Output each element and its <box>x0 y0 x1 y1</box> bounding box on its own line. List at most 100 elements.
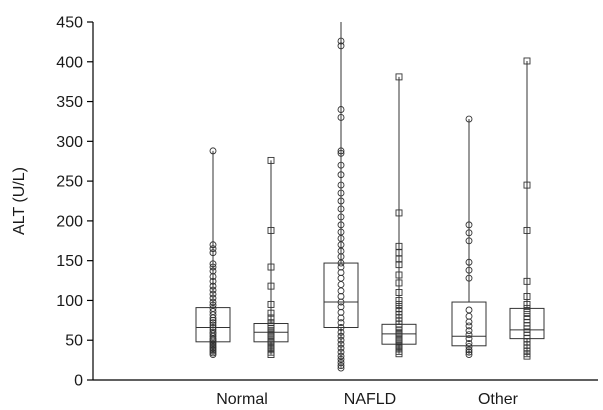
box-group <box>253 156 289 358</box>
data-point-circle <box>337 355 345 363</box>
data-point-square <box>395 73 403 81</box>
data-point-circle <box>209 286 217 294</box>
data-point-circle <box>465 351 473 358</box>
data-point-square <box>523 300 531 308</box>
data-point-circle <box>337 340 345 348</box>
data-point-square <box>267 156 275 164</box>
data-point-circle <box>209 260 217 268</box>
box-group <box>195 147 231 358</box>
data-point-circle <box>465 266 473 274</box>
data-point-circle <box>337 149 345 157</box>
data-point-circle <box>337 328 345 336</box>
y-ticks: 0 50 100 150 200 250 300 350 400 450 <box>56 15 93 390</box>
data-point-square <box>395 296 403 304</box>
data-point-circle <box>337 263 345 271</box>
y-tick-label: 400 <box>56 54 83 71</box>
data-point-circle <box>337 106 345 113</box>
data-point-circle <box>337 213 345 221</box>
data-point-circle <box>337 37 345 45</box>
data-point-square <box>523 312 531 320</box>
data-point-square <box>523 57 531 65</box>
data-point-circle <box>465 258 473 266</box>
data-point-circle <box>337 171 345 179</box>
box-iqr <box>323 262 359 328</box>
data-point-circle <box>465 306 473 314</box>
x-category-labels: Normal NAFLD Other <box>216 391 518 408</box>
data-point-circle <box>209 267 217 275</box>
box-group <box>323 22 359 372</box>
data-point-circle <box>337 228 345 236</box>
data-point-circle <box>209 319 217 327</box>
data-point-circle <box>337 42 345 50</box>
data-point-circle <box>209 147 217 155</box>
plot-area <box>195 22 545 372</box>
data-point-circle <box>337 114 345 121</box>
data-point-circle <box>209 321 217 329</box>
data-point-circle <box>337 324 345 331</box>
data-point-circle <box>337 344 345 352</box>
data-point-circle <box>337 197 345 205</box>
data-point-square <box>395 304 403 312</box>
y-tick-label: 50 <box>65 333 83 350</box>
data-point-circle <box>465 335 473 343</box>
data-point-circle <box>209 263 217 271</box>
data-point-circle <box>209 282 217 290</box>
data-point-circle <box>337 161 345 169</box>
data-point-square <box>523 277 531 285</box>
data-point-square <box>523 308 531 316</box>
data-point-square <box>267 226 275 234</box>
data-point-circle <box>337 181 345 189</box>
data-point-circle <box>465 229 473 237</box>
data-point-square <box>395 242 403 250</box>
data-point-circle <box>209 249 217 257</box>
data-point-square <box>267 300 275 308</box>
y-tick-label: 200 <box>56 213 83 230</box>
data-point-circle <box>209 245 217 253</box>
data-point-circle <box>465 327 473 335</box>
axes <box>92 22 598 381</box>
y-axis-title: ALT (U/L) <box>11 167 28 235</box>
data-point-circle <box>465 322 473 330</box>
data-point-circle <box>209 241 217 249</box>
data-point-circle <box>209 298 217 306</box>
data-point-circle <box>465 237 473 245</box>
box-group <box>509 57 545 360</box>
data-point-circle <box>337 352 345 360</box>
x-category-label: Normal <box>216 391 268 408</box>
data-point-square <box>267 282 275 290</box>
data-point-square <box>395 209 403 217</box>
data-point-circle <box>465 339 473 347</box>
data-point-square <box>395 271 403 279</box>
data-point-circle <box>209 294 217 302</box>
data-point-square <box>523 304 531 312</box>
box-iqr <box>451 301 487 347</box>
data-point-circle <box>209 326 217 334</box>
x-category-label: Other <box>478 391 519 408</box>
data-point-circle <box>209 277 217 285</box>
data-point-circle <box>337 147 345 155</box>
data-point-square <box>267 309 275 317</box>
box-group <box>381 73 417 358</box>
y-tick-label: 450 <box>56 15 83 32</box>
data-point-square <box>523 181 531 189</box>
data-point-circle <box>465 115 473 123</box>
data-point-circle <box>337 348 345 356</box>
y-tick-label: 350 <box>56 94 83 111</box>
data-point-square <box>267 314 275 322</box>
data-point-circle <box>209 324 217 331</box>
data-point-square <box>523 226 531 234</box>
data-point-circle <box>209 290 217 298</box>
box-group <box>451 115 487 358</box>
data-point-circle <box>337 189 345 197</box>
y-tick-label: 0 <box>74 373 83 390</box>
y-tick-label: 300 <box>56 134 83 151</box>
data-point-circle <box>209 328 217 336</box>
y-tick-label: 250 <box>56 174 83 191</box>
data-point-circle <box>337 205 345 213</box>
data-point-circle <box>337 319 345 327</box>
data-point-square <box>267 319 275 327</box>
data-point-circle <box>465 331 473 339</box>
data-point-circle <box>337 303 345 311</box>
y-tick-label: 100 <box>56 293 83 310</box>
